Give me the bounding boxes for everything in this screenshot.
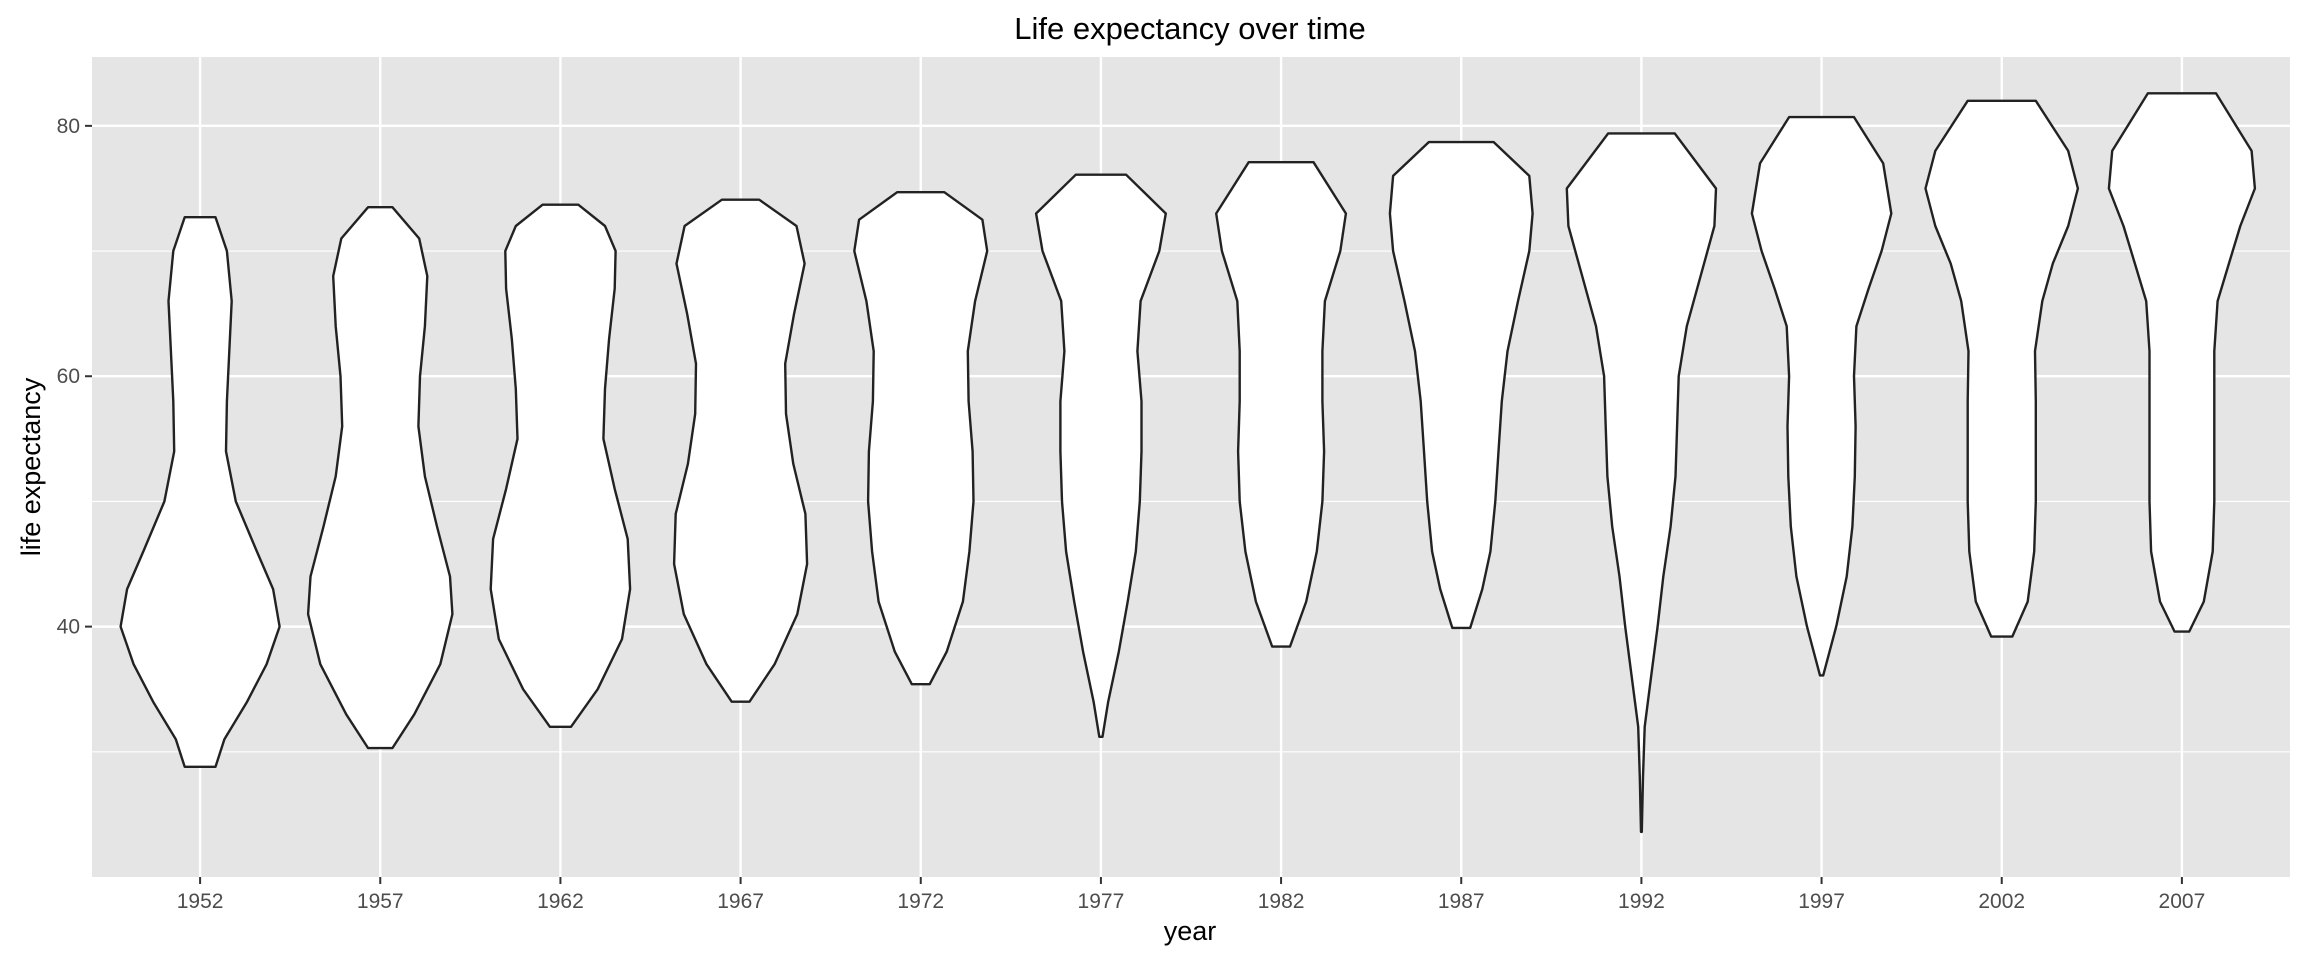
violin-1987 — [1388, 140, 1534, 630]
x-tick-label-1997: 1997 — [1798, 890, 1845, 913]
x-tick-label-1987: 1987 — [1438, 890, 1485, 913]
x-tick-label-1957: 1957 — [357, 890, 404, 913]
violin-1957 — [306, 206, 454, 750]
violin-1967 — [672, 198, 809, 703]
x-tick-label-2007: 2007 — [2159, 890, 2206, 913]
y-tick-label: 60 — [57, 365, 80, 388]
y-tick-label: 40 — [57, 616, 80, 639]
violin-1962 — [489, 203, 632, 728]
x-tick-label-1982: 1982 — [1258, 890, 1305, 913]
violins — [119, 92, 2257, 834]
violin-1982 — [1215, 161, 1348, 648]
x-tick-label-1972: 1972 — [897, 890, 944, 913]
x-axis-label: year — [1164, 916, 1217, 946]
x-axis-ticks: 1952 1957 1962 1967 1972 1977 1982 1987 1992 1997… — [177, 877, 2206, 913]
y-axis-label: life expectancy — [16, 377, 46, 556]
x-tick-label-1992: 1992 — [1618, 890, 1665, 913]
violin-2002 — [1924, 99, 2080, 638]
violin-2007 — [2107, 92, 2257, 633]
x-tick-label-1952: 1952 — [177, 890, 224, 913]
violin-1992 — [1565, 132, 1718, 834]
x-tick-label-1967: 1967 — [717, 890, 764, 913]
plot-panel — [92, 57, 2290, 877]
x-tick-label-1977: 1977 — [1078, 890, 1125, 913]
violin-1977 — [1034, 173, 1167, 738]
y-tick-label: 80 — [57, 115, 80, 138]
y-axis-ticks: 40 60 80 — [57, 115, 92, 639]
violin-1997 — [1750, 115, 1893, 677]
violin-1952 — [119, 216, 281, 768]
violin-1972 — [853, 191, 989, 686]
chart-title: Life expectancy over time — [1014, 11, 1366, 46]
x-tick-label-2002: 2002 — [1978, 890, 2025, 913]
x-tick-label-1962: 1962 — [537, 890, 584, 913]
